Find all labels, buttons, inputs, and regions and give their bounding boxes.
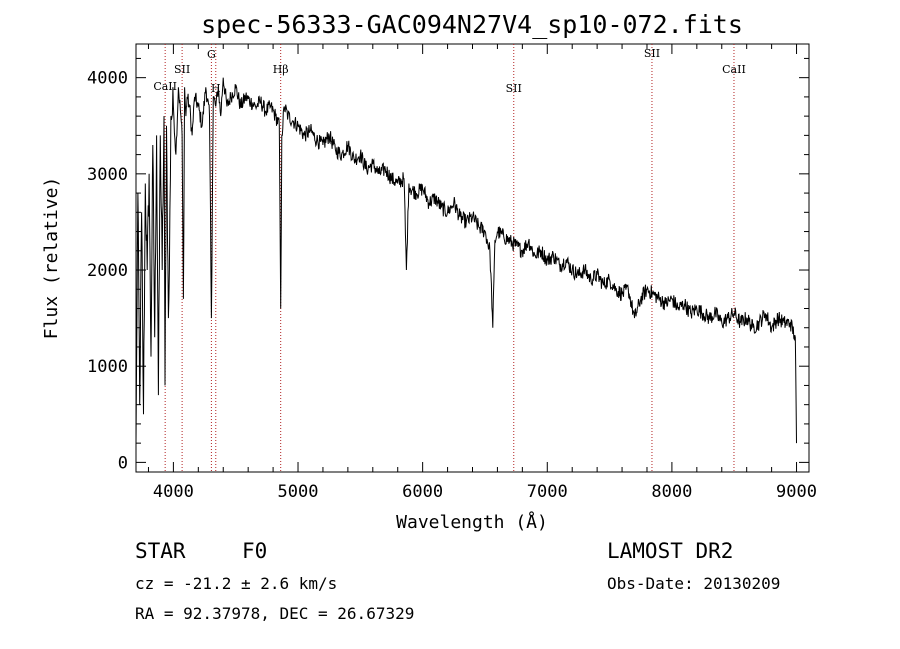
spectral-line-label: H	[211, 82, 221, 95]
x-tick-label: 6000	[402, 482, 443, 502]
y-tick-label: 3000	[87, 165, 128, 185]
x-tick-label: 7000	[527, 482, 568, 502]
redshift-cz: cz = -21.2 ± 2.6 km/s	[135, 574, 337, 593]
x-tick-label: 5000	[278, 482, 319, 502]
spectral-lines: CaII SII G H Hβ SII SII CaII	[153, 44, 746, 472]
object-subclass: F0	[242, 539, 267, 563]
spectral-line-label: G	[207, 48, 216, 61]
spectral-line-label: SII	[174, 63, 190, 76]
object-class: STAR	[135, 539, 186, 563]
spectral-line-label: CaII	[722, 63, 746, 76]
axis-ticks: 4000 5000 6000 7000 8000 9000 0 1000 2000 3000 400…	[87, 44, 817, 502]
spectral-line-label: CaII	[153, 80, 177, 93]
x-tick-label: 9000	[776, 482, 817, 502]
spectral-line-label: Hβ	[273, 63, 289, 76]
survey-name: LAMOST DR2	[607, 539, 733, 563]
y-axis-label: Flux (relative)	[41, 177, 62, 340]
chart-title: spec-56333-GAC094N27V4_sp10-072.fits	[201, 10, 743, 39]
y-tick-label: 2000	[87, 261, 128, 281]
coordinates: RA = 92.37978, DEC = 26.67329	[135, 604, 414, 623]
observation-date: Obs-Date: 20130209	[607, 574, 780, 593]
x-axis-label: Wavelength (Å)	[396, 511, 548, 533]
plot-frame	[135, 43, 810, 473]
spectral-line-label: SII	[506, 82, 522, 95]
y-tick-label: 0	[118, 453, 128, 473]
x-tick-label: 4000	[153, 482, 194, 502]
y-tick-label: 1000	[87, 357, 128, 377]
spectral-line-label: SII	[644, 47, 660, 60]
y-tick-label: 4000	[87, 69, 128, 89]
x-tick-label: 8000	[651, 482, 692, 502]
spectrum-line	[135, 77, 797, 444]
